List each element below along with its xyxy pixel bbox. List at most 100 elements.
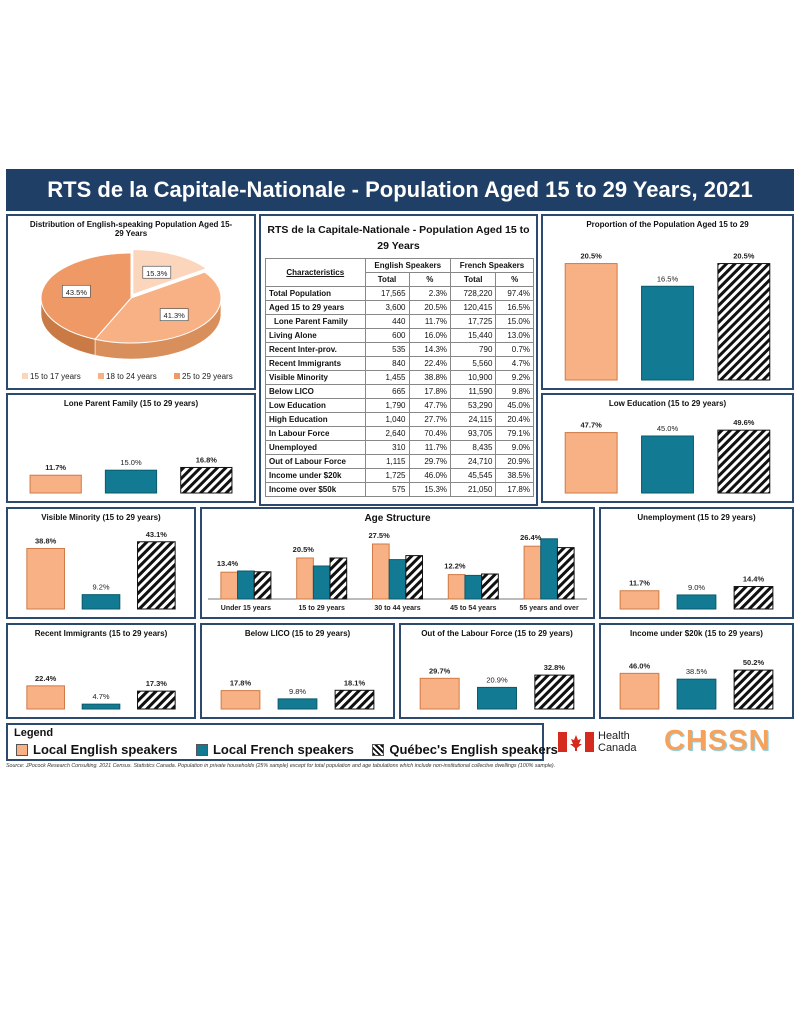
- age-value-label: 12.2%: [444, 562, 466, 571]
- table-row: Low Education 1,790 47.7% 53,290 45.0%: [265, 398, 534, 413]
- bar-quebec: [733, 586, 774, 610]
- out-labour-panel: Out of the Labour Force (15 to 29 years)…: [399, 623, 595, 719]
- en-pct: 38.8%: [408, 370, 452, 385]
- table-row: Aged 15 to 29 years 3,600 20.5% 120,415 16.5…: [265, 300, 534, 315]
- en-pct: 15.3%: [408, 482, 452, 497]
- french-group-header: French Speakers: [450, 258, 534, 273]
- value-label: 9.8%: [289, 687, 306, 696]
- table-panel: RTS de la Capitale-Nationale - Populatio…: [259, 214, 538, 506]
- lone-parent-chart: 11.7% 15.0% 16.8%: [29, 455, 233, 494]
- pie-title: Distribution of English-speaking Populat…: [29, 220, 233, 238]
- en-pct: 11.7%: [408, 440, 452, 455]
- age-bar-quebec: [556, 547, 575, 600]
- proportion-chart: 20.5% 16.5% 20.5%: [564, 252, 771, 381]
- fr-total: 728,220: [450, 286, 497, 301]
- value-label: 50.2%: [743, 658, 765, 667]
- bar-english: [564, 263, 618, 381]
- en-total: 2,640: [364, 426, 410, 441]
- legend-title: Legend: [14, 727, 54, 739]
- bar-quebec: [534, 674, 575, 710]
- health-canada-logo: Health Canada: [558, 728, 658, 756]
- bar-english: [26, 547, 65, 610]
- age-value-label: 20.5%: [293, 545, 315, 554]
- health-canada-line2: Canada: [598, 742, 637, 754]
- fr-pct: 20.9%: [495, 454, 534, 469]
- en-total: 535: [364, 342, 410, 357]
- fr-total: 10,900: [450, 370, 497, 385]
- row-label: Total Population: [265, 286, 366, 301]
- fr-total: 53,290: [450, 398, 497, 413]
- low-education-chart: 47.7% 45.0% 49.6%: [564, 418, 771, 494]
- unemployment-panel: Unemployment (15 to 29 years) 11.7% 9.0% 1…: [599, 507, 794, 619]
- table-row: Out of Labour Force 1,115 29.7% 24,710 20.9%: [265, 454, 534, 469]
- french-swatch-icon: [195, 743, 208, 756]
- fr-pct: 16.5%: [495, 300, 534, 315]
- pie-legend-label: 18 to 24 years: [106, 372, 157, 381]
- fr-pct: 20.4%: [495, 412, 534, 427]
- value-label: 4.7%: [92, 692, 109, 701]
- row-label: Recent Immigrants: [265, 356, 366, 371]
- fr-pct: 97.4%: [495, 286, 534, 301]
- out-labour-chart: 29.7% 20.9% 32.8%: [419, 663, 575, 710]
- fr-pct: 79.1%: [495, 426, 534, 441]
- fr-pct: 17.8%: [495, 482, 534, 497]
- out-labour-title: Out of the Labour Force (15 to 29 years): [421, 629, 573, 638]
- fr-total: 15,440: [450, 328, 497, 343]
- income-chart: 46.0% 38.5% 50.2%: [619, 658, 774, 710]
- row-label: Low Education: [265, 398, 366, 413]
- fr-total: 45,545: [450, 468, 497, 483]
- age-category-label: 30 to 44 years: [374, 605, 420, 612]
- lone-parent-panel: Lone Parent Family (15 to 29 years) 11.7…: [6, 393, 256, 503]
- unemployment-chart: 11.7% 9.0% 14.4%: [619, 575, 774, 610]
- en-pct: 20.5%: [408, 300, 452, 315]
- visible-minority-title: Visible Minority (15 to 29 years): [41, 513, 161, 522]
- recent-immigrants-chart: 22.4% 4.7% 17.3%: [26, 674, 176, 710]
- fr-pct: 9.8%: [495, 384, 534, 399]
- page-title: RTS de la Capitale-Nationale - Populatio…: [6, 169, 794, 211]
- subheader: %: [495, 272, 534, 287]
- subheader: Total: [364, 272, 410, 287]
- value-label: 32.8%: [544, 663, 566, 672]
- row-label: Visible Minority: [265, 370, 366, 385]
- value-label: 15.0%: [120, 458, 142, 467]
- en-pct: 46.0%: [408, 468, 452, 483]
- fr-total: 790: [450, 342, 497, 357]
- value-label: 22.4%: [35, 674, 57, 683]
- bar-english: [419, 677, 460, 710]
- age-bar-french: [464, 574, 483, 600]
- table-row: Income under $20k 1,725 46.0% 45,545 38.5%: [265, 468, 534, 483]
- data-table: Characteristics English Speakers French …: [265, 258, 534, 497]
- proportion-title: Proportion of the Population Aged 15 to …: [586, 220, 749, 229]
- bar-french: [477, 686, 517, 710]
- row-label: Income over $50k: [265, 482, 366, 497]
- en-pct: 29.7%: [408, 454, 452, 469]
- en-total: 1,455: [364, 370, 410, 385]
- legend-item-english: Local English speakers: [16, 742, 178, 757]
- value-label: 46.0%: [629, 661, 651, 670]
- bar-french: [277, 698, 318, 710]
- value-label: 20.5%: [581, 252, 603, 261]
- fr-total: 5,560: [450, 356, 497, 371]
- en-pct: 11.7%: [408, 314, 452, 329]
- en-total: 840: [364, 356, 410, 371]
- age-category-label: Under 15 years: [221, 605, 271, 612]
- english-group-header: English Speakers: [364, 258, 452, 273]
- bar-quebec: [717, 429, 771, 494]
- value-label: 49.6%: [733, 418, 755, 427]
- table-title: RTS de la Capitale-Nationale - Populatio…: [267, 224, 530, 252]
- bar-french: [81, 703, 121, 710]
- en-total: 575: [364, 482, 410, 497]
- value-label: 11.7%: [629, 579, 650, 588]
- bar-french: [676, 678, 717, 710]
- value-label: 16.8%: [196, 455, 218, 464]
- row-label: Out of Labour Force: [265, 454, 366, 469]
- age-value-label: 26.4%: [520, 533, 542, 542]
- age-value-label: 27.5%: [368, 531, 390, 540]
- age-structure-title: Age Structure: [364, 513, 431, 524]
- fr-pct: 9.2%: [495, 370, 534, 385]
- value-label: 11.7%: [45, 463, 66, 472]
- pie-legend-swatch-icon: [174, 373, 180, 379]
- bar-quebec: [137, 541, 176, 610]
- characteristics-header: Characteristics: [265, 258, 366, 287]
- fr-total: 21,050: [450, 482, 497, 497]
